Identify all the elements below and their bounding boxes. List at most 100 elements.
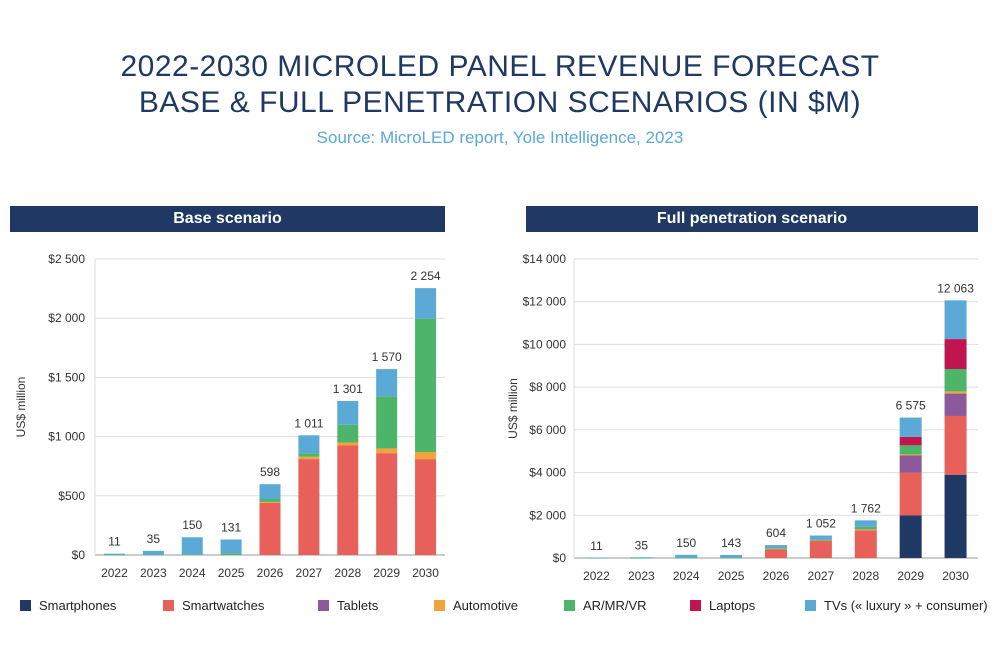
chart-subtitle: Source: MicroLED report, Yole Intelligen… — [316, 128, 684, 147]
base-bar-2027-tvs-luxury-consumer- — [298, 435, 320, 454]
full-bar-2024-ar-mr-vr — [675, 557, 698, 559]
legend-swatch-tablets — [318, 600, 329, 611]
base-bar-2025-tvs-luxury-consumer- — [220, 539, 242, 554]
full-y-tick-label: $2 000 — [529, 508, 566, 522]
base-bar-2024-tvs-luxury-consumer- — [181, 537, 203, 555]
base-x-tick-label: 2025 — [218, 566, 245, 580]
base-scenario-banner: Base scenario — [10, 206, 445, 232]
legend-item-tvs: TVs (« luxury » + consumer) — [805, 598, 988, 613]
legend-item-ar-mr-vr: AR/MR/VR — [564, 598, 647, 613]
base-bar-2026-tvs-luxury-consumer- — [259, 484, 281, 499]
full-bar-2028-ar-mr-vr — [854, 526, 877, 530]
full-bar-2029-smartwatches — [899, 472, 922, 516]
full-x-tick-label: 2022 — [583, 569, 610, 583]
base-bar-2023-tvs-luxury-consumer- — [142, 550, 164, 555]
full-total-label: 150 — [676, 536, 696, 550]
base-x-tick-label: 2023 — [140, 566, 167, 580]
full-bar-2030-ar-mr-vr — [944, 368, 967, 392]
legend-item-laptops: Laptops — [690, 598, 755, 613]
base-bar-2030-smartwatches — [415, 459, 437, 555]
full-y-tick-label: $12 000 — [523, 295, 567, 309]
full-bar-2030-laptops — [944, 339, 967, 369]
base-x-tick-label: 2028 — [334, 566, 361, 580]
full-total-label: 604 — [766, 526, 786, 540]
full-bar-2027-tvs-luxury-consumer- — [809, 535, 832, 540]
full-x-tick-label: 2024 — [673, 569, 700, 583]
base-x-tick-label: 2030 — [412, 566, 439, 580]
base-x-tick-label: 2024 — [179, 566, 206, 580]
full-bar-2030-smartwatches — [944, 415, 967, 475]
base-bar-2028-automotive — [337, 442, 359, 446]
full-total-label: 11 — [590, 539, 603, 553]
full-y-tick-label: $10 000 — [523, 337, 567, 351]
full-bar-2027-automotive — [809, 540, 832, 542]
base-bar-2026-automotive — [259, 501, 281, 503]
legend-swatch-tvs — [805, 600, 816, 611]
full-bar-2029-tvs-luxury-consumer- — [899, 417, 922, 437]
base-total-label: 2 254 — [411, 269, 441, 283]
full-bar-2030-automotive — [944, 391, 967, 394]
full-x-tick-label: 2023 — [628, 569, 655, 583]
full-total-label: 1 052 — [806, 517, 836, 531]
base-bar-2028-tvs-luxury-consumer- — [337, 400, 359, 425]
legend-label-automotive: Automotive — [453, 598, 519, 613]
legend-swatch-smartwatches — [163, 600, 174, 611]
full-bar-2030-smartphones — [944, 474, 967, 558]
base-bar-2029-tvs-luxury-consumer- — [376, 369, 398, 397]
base-y-tick-label: $0 — [72, 548, 86, 562]
full-penetration-banner: Full penetration scenario — [526, 206, 978, 232]
base-total-label: 1 301 — [333, 382, 363, 396]
full-y-tick-label: $6 000 — [529, 423, 566, 437]
base-bar-2030-automotive — [415, 451, 437, 460]
full-bar-2026-tvs-luxury-consumer- — [765, 545, 787, 549]
base-y-axis-title: US$ million — [14, 377, 28, 438]
full-y-tick-label: $4 000 — [529, 466, 566, 480]
full-total-label: 143 — [721, 536, 741, 550]
legend-swatch-smartphones — [20, 600, 31, 611]
full-x-tick-label: 2029 — [897, 569, 924, 583]
full-bar-2026-ar-mr-vr — [765, 548, 787, 549]
base-x-tick-label: 2027 — [296, 566, 323, 580]
legend: Smartphones Smartwatches Tablets Automot… — [0, 598, 1000, 618]
base-bar-2022-ar-mr-vr — [103, 554, 125, 556]
full-bar-2029-laptops — [899, 436, 922, 446]
full-x-tick-label: 2025 — [718, 569, 745, 583]
base-bar-2028-smartwatches — [337, 445, 359, 555]
full-bar-2029-automotive — [899, 454, 922, 456]
legend-swatch-automotive — [434, 600, 445, 611]
full-total-label: 12 063 — [937, 281, 974, 295]
base-total-label: 35 — [147, 532, 161, 546]
base-total-label: 150 — [182, 518, 202, 532]
full-x-tick-label: 2026 — [763, 569, 790, 583]
base-x-tick-label: 2022 — [101, 566, 128, 580]
chart-title-line-1: 2022-2030 MICROLED PANEL REVENUE FORECAS… — [120, 50, 880, 83]
base-y-tick-label: $1 000 — [48, 430, 85, 444]
legend-swatch-laptops — [690, 600, 701, 611]
full-y-tick-label: $14 000 — [523, 252, 567, 266]
base-bar-2029-smartwatches — [376, 453, 398, 555]
full-penetration-chart: $0 $2 000 $4 000 $6 000 $8 000 $10 000 $12 000… — [506, 252, 978, 583]
full-bar-2029-tablets — [899, 455, 922, 473]
full-bar-2023-ar-mr-vr — [630, 557, 653, 559]
full-y-tick-label: $0 — [553, 551, 567, 565]
full-bar-2022-tvs-luxury-consumer- — [585, 557, 608, 559]
legend-label-tablets: Tablets — [337, 598, 379, 613]
full-bar-2030-tvs-luxury-consumer- — [944, 300, 967, 340]
base-bar-2022-tvs-luxury-consumer- — [103, 553, 125, 555]
base-y-tick-label: $2 000 — [48, 311, 85, 325]
full-bar-2028-smartwatches — [854, 530, 877, 558]
full-bar-2026-automotive — [765, 548, 787, 550]
legend-item-tablets: Tablets — [318, 598, 378, 613]
legend-item-smartwatches: Smartwatches — [163, 598, 264, 613]
base-bar-2030-ar-mr-vr — [415, 318, 437, 452]
base-bar-2030-tvs-luxury-consumer- — [415, 288, 437, 319]
base-y-tick-label: $2 500 — [48, 252, 85, 266]
base-bar-2029-automotive — [376, 448, 398, 454]
chart-title-line-2: BASE & FULL PENETRATION SCENARIOS (IN $M… — [138, 86, 862, 119]
full-x-tick-label: 2030 — [942, 569, 969, 583]
base-bar-2028-ar-mr-vr — [337, 424, 359, 443]
base-bar-2026-ar-mr-vr — [259, 498, 281, 502]
full-bar-2028-tvs-luxury-consumer- — [854, 520, 877, 527]
base-bar-2025-ar-mr-vr — [220, 553, 242, 555]
full-bar-2027-smartwatches — [809, 540, 832, 558]
